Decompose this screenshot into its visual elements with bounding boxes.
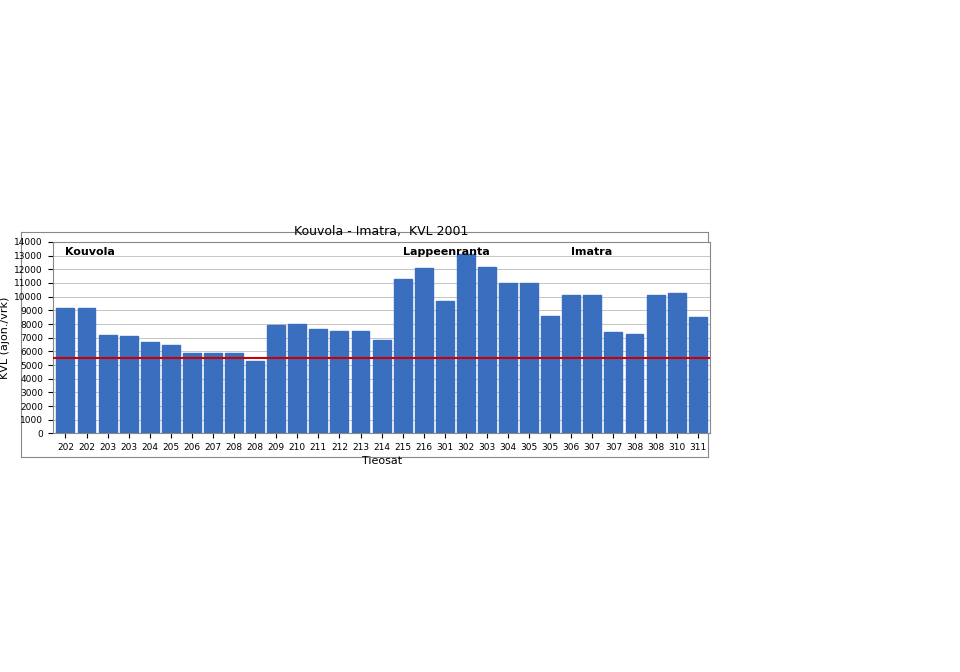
Bar [647, 295, 664, 433]
Bar [57, 308, 75, 433]
Bar [415, 268, 433, 433]
Bar [162, 345, 180, 433]
Bar [478, 267, 496, 433]
Text: Imatra: Imatra [571, 247, 612, 257]
Bar [394, 279, 412, 433]
Bar [309, 329, 327, 433]
Bar [225, 353, 243, 433]
Bar [183, 353, 201, 433]
Title: Kouvola - Imatra,  KVL 2001: Kouvola - Imatra, KVL 2001 [295, 225, 468, 238]
Bar [584, 295, 601, 433]
Bar [688, 317, 707, 433]
Bar [372, 341, 391, 433]
Bar [605, 332, 622, 433]
Bar [99, 335, 116, 433]
Bar [541, 316, 559, 433]
Bar [668, 292, 685, 433]
Y-axis label: KVL (ajon./vrk): KVL (ajon./vrk) [0, 296, 11, 379]
Bar [246, 361, 264, 433]
Bar [267, 325, 285, 433]
Bar [436, 301, 454, 433]
Bar [141, 342, 158, 433]
Bar [520, 283, 539, 433]
Bar [78, 308, 95, 433]
Bar [204, 353, 222, 433]
Bar [288, 324, 306, 433]
Text: Kouvola: Kouvola [65, 247, 115, 257]
Bar [120, 336, 137, 433]
Bar [626, 333, 643, 433]
Bar [499, 283, 517, 433]
Bar [563, 295, 580, 433]
Bar [351, 331, 370, 433]
Bar [330, 331, 348, 433]
Text: Lappeenranta: Lappeenranta [402, 247, 490, 257]
Bar [457, 254, 475, 433]
X-axis label: Tieosat: Tieosat [362, 456, 401, 466]
